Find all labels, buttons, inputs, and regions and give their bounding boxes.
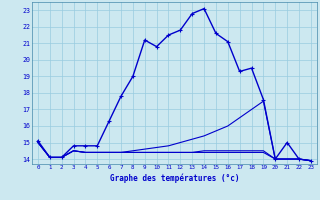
X-axis label: Graphe des températures (°c): Graphe des températures (°c) (110, 173, 239, 183)
